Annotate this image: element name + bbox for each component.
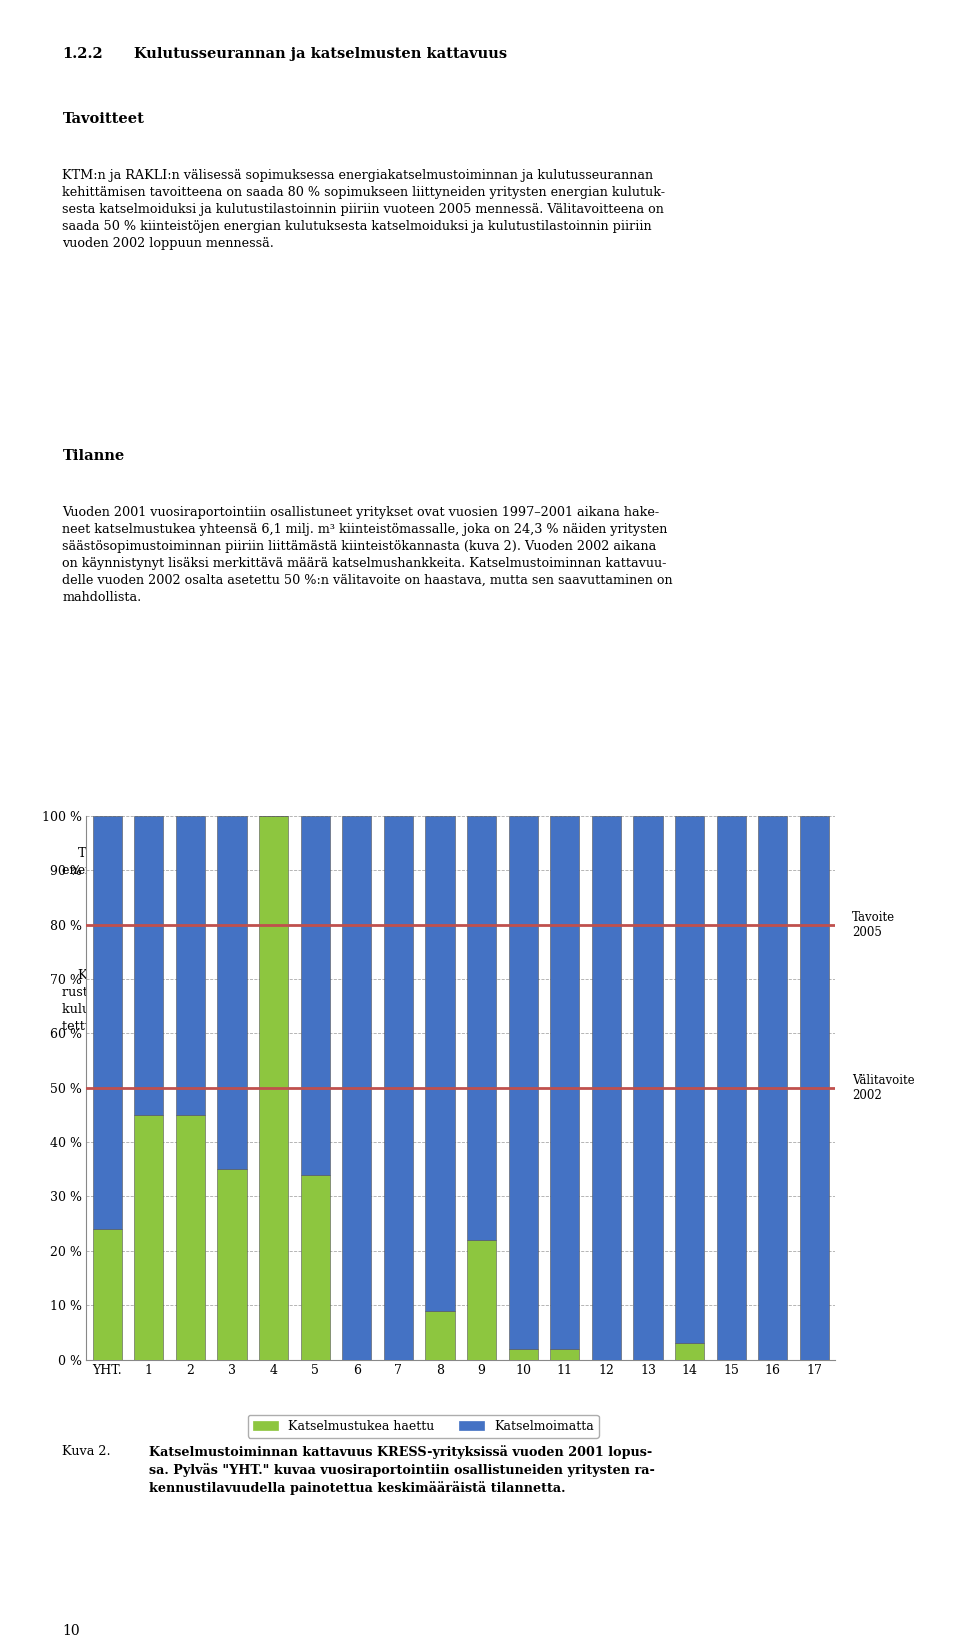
Bar: [176, 816, 204, 1114]
Bar: [634, 816, 662, 1360]
Bar: [550, 1348, 580, 1360]
Text: 10: 10: [62, 1623, 80, 1638]
Bar: [425, 1310, 454, 1360]
Bar: [134, 1114, 163, 1360]
Bar: [550, 816, 580, 1348]
Bar: [300, 816, 330, 1175]
Bar: [259, 816, 288, 1360]
Bar: [675, 816, 704, 1343]
Bar: [716, 816, 746, 1360]
Text: KTM:n ja RAKLI:n välisessä sopimuksessa energiakatselmustoiminnan ja kulutusseur: KTM:n ja RAKLI:n välisessä sopimuksessa …: [62, 168, 665, 250]
Bar: [176, 1114, 204, 1360]
Bar: [342, 816, 372, 1360]
Text: Tilanne: Tilanne: [62, 450, 125, 463]
Text: Kuva 2.: Kuva 2.: [62, 1445, 111, 1457]
Bar: [591, 816, 621, 1360]
Bar: [217, 1170, 247, 1360]
Bar: [92, 816, 122, 1229]
Bar: [384, 816, 413, 1360]
Bar: [675, 1343, 704, 1360]
Text: Välitavoite
2002: Välitavoite 2002: [852, 1074, 915, 1101]
Text: Tavoitteet: Tavoitteet: [62, 112, 144, 125]
Text: Tuloksia KRESS-yritysten energiakatselmuksissa raportoiduista säästöpotentiaalei: Tuloksia KRESS-yritysten energiakatselmu…: [62, 847, 648, 877]
Bar: [758, 816, 787, 1360]
Text: Kulutusseurannan ja katselmusten kattavuus: Kulutusseurannan ja katselmusten kattavu…: [134, 48, 508, 61]
Bar: [92, 1229, 122, 1360]
Bar: [217, 816, 247, 1170]
Bar: [425, 816, 454, 1310]
Bar: [467, 1239, 496, 1360]
Bar: [467, 816, 496, 1239]
Text: 1.2.2: 1.2.2: [62, 48, 103, 61]
Bar: [300, 1175, 330, 1360]
Legend: Katselmustukea haettu, Katselmoimatta: Katselmustukea haettu, Katselmoimatta: [248, 1414, 599, 1437]
Bar: [800, 816, 828, 1360]
Bar: [134, 816, 163, 1114]
Bar: [509, 816, 538, 1348]
Text: Kulutusseurannan kattavuus vuosiraportointiin osallistuneiden yritysten raportoi: Kulutusseurannan kattavuus vuosiraportoi…: [62, 969, 674, 1033]
Text: Katselmustoiminnan kattavuus KRESS-yrityksissä vuoden 2001 lopus-
sa. Pylväs "YH: Katselmustoiminnan kattavuus KRESS-yrity…: [149, 1445, 655, 1495]
Bar: [509, 1348, 538, 1360]
Text: Vuoden 2001 vuosiraportointiin osallistuneet yritykset ovat vuosien 1997–2001 ai: Vuoden 2001 vuosiraportointiin osallistu…: [62, 506, 673, 605]
Text: Tavoite
2005: Tavoite 2005: [852, 911, 895, 938]
